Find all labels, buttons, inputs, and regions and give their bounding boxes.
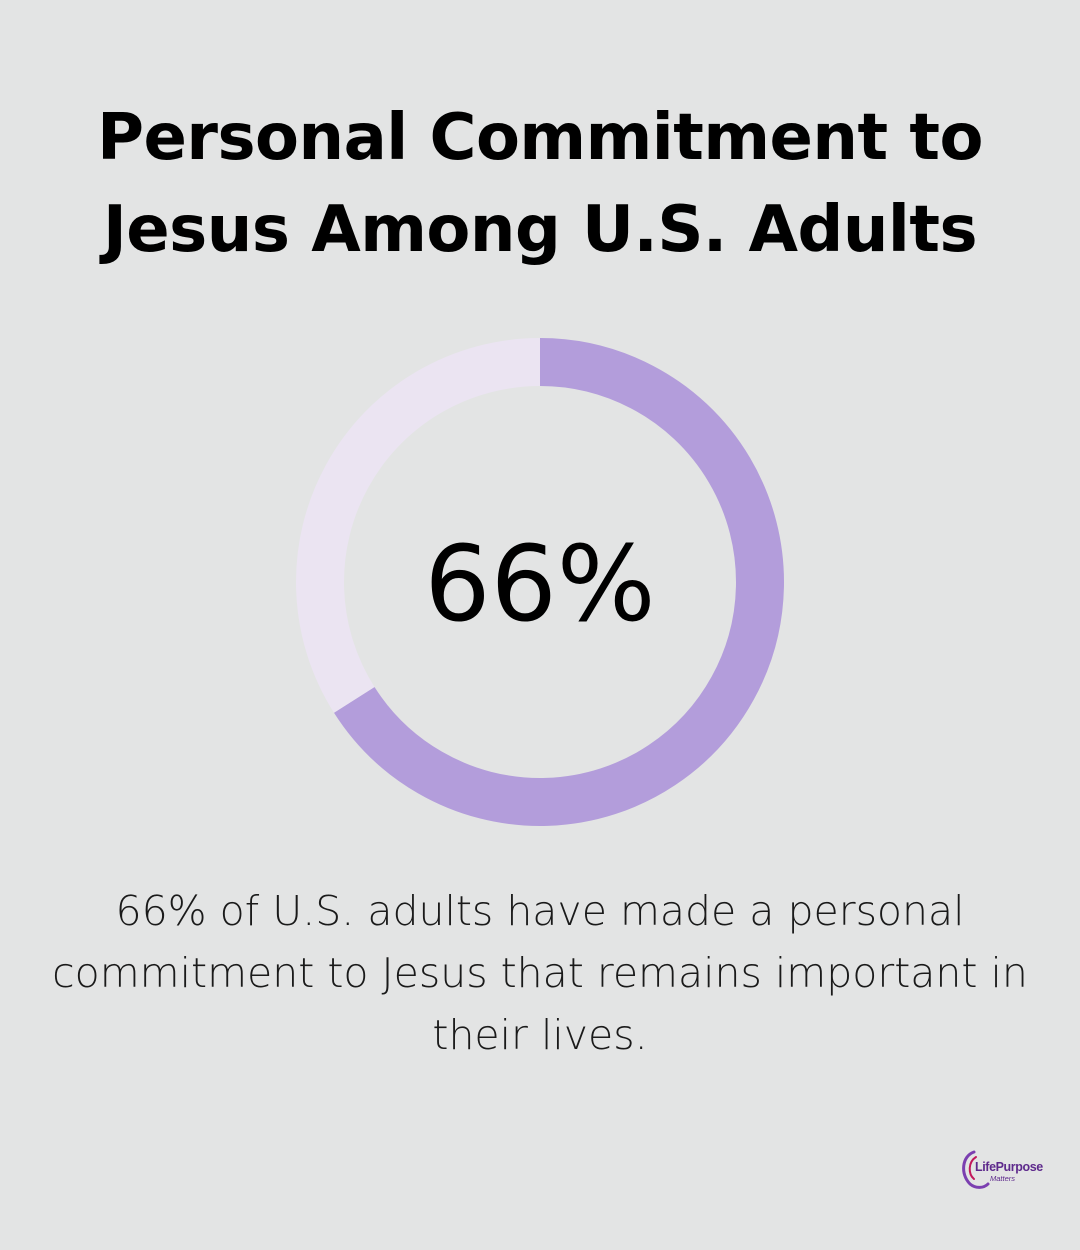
center-percentage-label: 66%	[424, 523, 655, 645]
donut-slices	[296, 338, 784, 826]
logo-swoosh-icon	[962, 1150, 990, 1189]
donut-slice-remainder	[296, 338, 541, 713]
logo-subtext: Matters	[990, 1174, 1015, 1183]
brand-logo: LifePurpose Matters	[962, 1150, 1044, 1189]
donut-chart: 66%	[296, 338, 784, 826]
logo-text: LifePurpose	[975, 1160, 1043, 1174]
chart-title: Personal Commitment to Jesus Among U.S. …	[97, 101, 983, 267]
chart-caption: 66% of U.S. adults have made a personal …	[52, 887, 1028, 1059]
donut-slice-filled	[334, 338, 784, 826]
logo-swoosh-inner-icon	[968, 1156, 977, 1180]
